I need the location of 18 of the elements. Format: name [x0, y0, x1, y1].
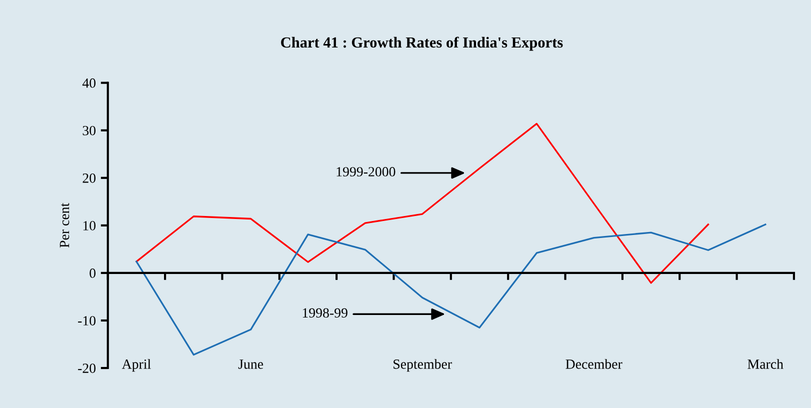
x-tick-label: March — [748, 359, 784, 369]
x-tick-label: June — [238, 360, 264, 369]
y-axis-title: Per cent — [60, 202, 70, 248]
y-tick-label: 10 — [83, 221, 96, 230]
text: 1999-2000 — [336, 167, 396, 176]
text: 1998-99 — [302, 308, 348, 318]
y-tick-label: -20 — [78, 364, 96, 373]
y-tick-label: -10 — [78, 316, 96, 326]
chart-title: Chart 41 : Growth Rates of India's Exports — [281, 36, 563, 51]
y-tick-label: 20 — [82, 173, 96, 183]
x-tick-label: September — [394, 359, 452, 372]
x-tick-label: December — [566, 359, 622, 369]
line-series — [136, 122, 710, 284]
y-tick-label: 40 — [82, 78, 96, 88]
y-tick-label: 30 — [82, 126, 96, 136]
line-series — [136, 224, 766, 356]
x-tick-label: April — [122, 359, 151, 372]
y-tick-label: 0 — [90, 268, 96, 278]
